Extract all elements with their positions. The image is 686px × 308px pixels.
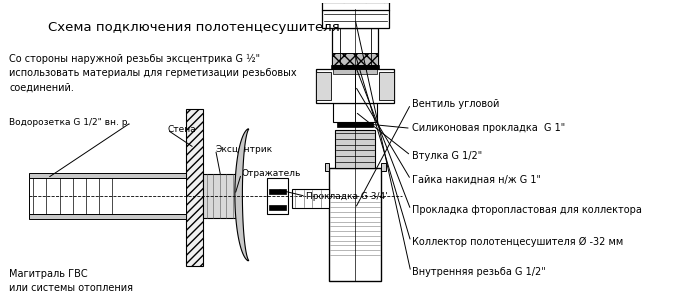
Text: Прокладка G 3/4': Прокладка G 3/4' [306,192,388,201]
Text: Гайка накидная н/ж G 1": Гайка накидная н/ж G 1" [412,175,541,185]
Bar [316,69,394,103]
Bar [337,122,373,127]
Bar [329,168,381,281]
Text: Втулка G 1/2": Втулка G 1/2" [412,151,482,160]
Bar [29,214,186,219]
Bar [267,178,287,214]
Text: Схема подключения полотенцесушителя: Схема подключения полотенцесушителя [48,21,340,34]
Text: Силиконовая прокладка  G 1": Силиконовая прокладка G 1" [412,123,565,133]
Text: Магитраль ГВС
или системы отопления: Магитраль ГВС или системы отопления [9,269,133,293]
Bar [29,173,186,178]
Bar [203,174,239,217]
Text: Водорозетка G 1/2" вн. р.: Водорозетка G 1/2" вн. р. [9,118,130,127]
Text: Прокладка фторопластовая для коллектора: Прокладка фторопластовая для коллектора [412,205,642,215]
Bar [331,65,379,69]
Bar [29,178,186,214]
Bar [186,109,203,266]
Text: Эксцентрик: Эксцентрик [215,145,272,154]
Text: Внутренняя резьба G 1/2": Внутренняя резьба G 1/2" [412,267,546,277]
Text: Со стороны наружной резьбы эксцентрика G ½"
использовать материалы для герметиза: Со стороны наружной резьбы эксцентрика G… [9,54,297,92]
Bar [292,189,329,209]
Bar [379,72,394,100]
Text: Коллектор полотенцесушителя Ø -32 мм: Коллектор полотенцесушителя Ø -32 мм [412,237,624,247]
Bar [381,163,386,171]
Bar [333,103,377,122]
Bar [333,69,377,74]
Bar [269,189,285,194]
Bar [324,163,329,171]
Bar [316,72,331,100]
Bar [332,53,378,65]
Bar [335,130,375,168]
Bar [269,205,285,210]
Text: Вентиль угловой: Вентиль угловой [412,99,499,109]
Polygon shape [235,129,249,261]
Bar [332,28,378,65]
Text: Отражатель: Отражатель [241,169,300,178]
Text: Стена: Стена [167,125,196,134]
Bar [322,10,388,28]
